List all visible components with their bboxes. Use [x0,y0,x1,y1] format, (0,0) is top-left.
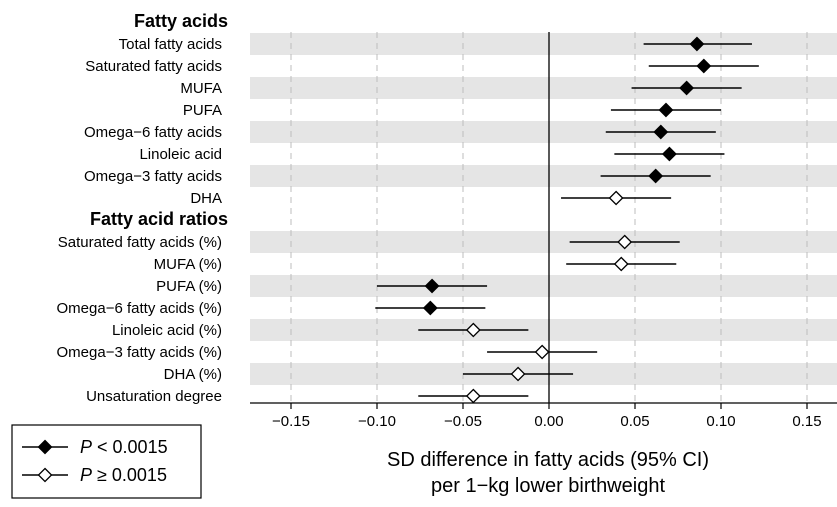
x-tick-label: 0.00 [534,413,563,430]
row-labels: Fatty acids Total fatty acids Saturated fa… [57,11,228,405]
open-diamond-marker [617,234,633,250]
group-title: Fatty acids [134,11,228,31]
row-label: MUFA [180,80,222,97]
row-band [250,231,837,253]
x-tick-label: 0.15 [792,413,821,430]
row-label: Saturated fatty acids (%) [58,234,222,251]
open-diamond-marker [465,388,481,404]
filled-diamond-marker [679,80,695,96]
x-axis-title-line2: per 1−kg lower birthweight [431,475,665,497]
x-tick-label: −0.10 [358,413,396,430]
row-label: Omega−3 fatty acids (%) [57,344,222,361]
row-label: Unsaturation degree [86,388,222,405]
filled-diamond-marker [689,36,705,52]
legend-label: P ≥ 0.0015 [80,465,167,485]
filled-diamond-marker [648,168,664,184]
row-band [250,319,837,341]
row-bands [250,33,837,385]
row-band [250,77,837,99]
row-label: Saturated fatty acids [85,58,222,75]
row-label: DHA (%) [164,366,222,383]
row-label: Linoleic acid (%) [112,322,222,339]
legend-p-symbol: P [80,465,92,485]
row-band [250,165,837,187]
legend-threshold: ≥ 0.0015 [92,465,167,485]
filled-diamond-marker [658,102,674,118]
x-tick-label: −0.15 [272,413,310,430]
x-tick-label: 0.05 [620,413,649,430]
filled-diamond-marker [422,300,438,316]
row-label: Omega−6 fatty acids [84,124,222,141]
legend-label: P < 0.0015 [80,437,168,457]
x-tick-label: −0.05 [444,413,482,430]
open-diamond-marker [613,256,629,272]
legend-p-symbol: P [80,437,92,457]
estimate-marks [375,36,759,404]
open-diamond-marker [510,366,526,382]
row-label: Omega−6 fatty acids (%) [57,300,222,317]
row-label: PUFA (%) [156,278,222,295]
row-band [250,33,837,55]
open-diamond-marker [608,190,624,206]
row-label: DHA [190,190,222,207]
legend-threshold: < 0.0015 [92,437,168,457]
group-title: Fatty acid ratios [90,209,228,229]
row-label: Linoleic acid [139,146,222,163]
filled-diamond-marker [653,124,669,140]
legend-open-diamond [37,467,53,483]
filled-diamond-marker [424,278,440,294]
x-tick-label: 0.10 [706,413,735,430]
grid-lines [290,32,808,403]
x-axis-title-line1: SD difference in fatty acids (95% CI) [387,449,709,471]
open-diamond-marker [465,322,481,338]
row-label: Total fatty acids [119,36,222,53]
row-band [250,275,837,297]
row-band [250,121,837,143]
filled-diamond-marker [661,146,677,162]
x-axis: −0.15 −0.10 −0.05 0.00 0.05 0.10 0.15 [250,402,837,430]
row-label: Omega−3 fatty acids [84,168,222,185]
filled-diamond-marker [696,58,712,74]
legend-filled-diamond [37,439,53,455]
open-diamond-marker [534,344,550,360]
row-label: PUFA [183,102,222,119]
legend-box [11,424,202,499]
row-label: MUFA (%) [154,256,222,273]
